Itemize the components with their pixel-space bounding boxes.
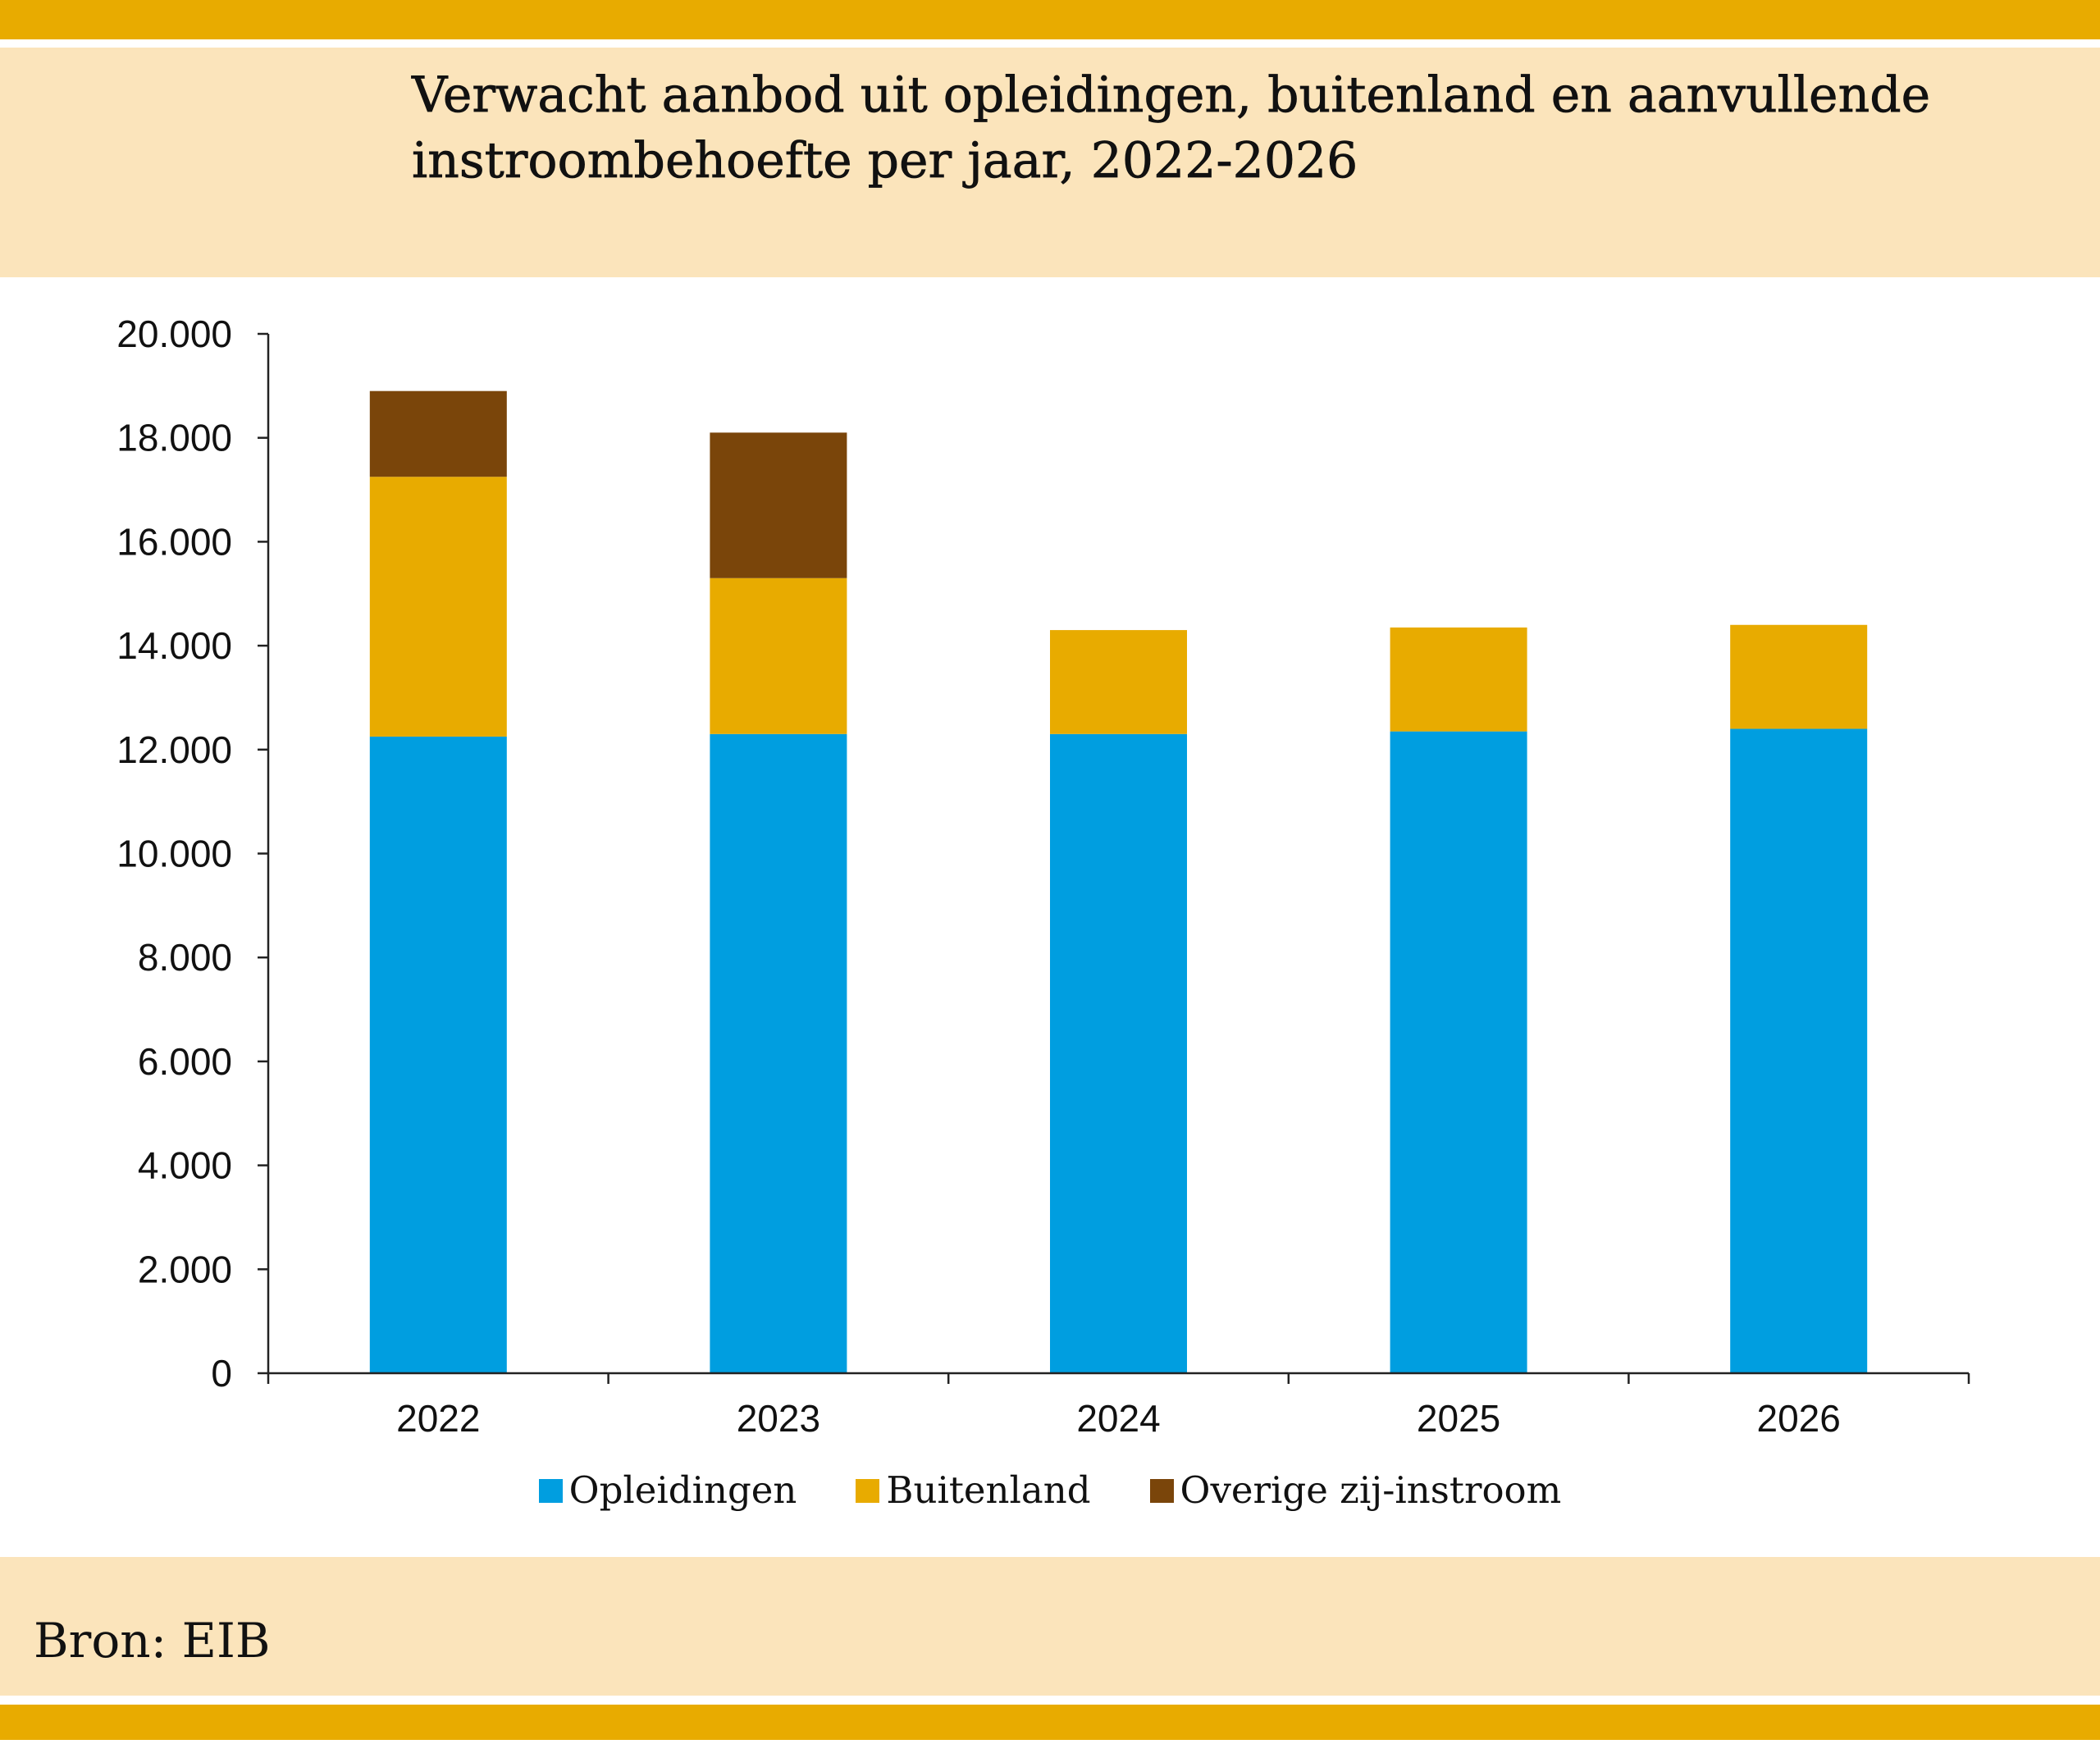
bar-segment-buitenland-2024 xyxy=(1050,630,1187,734)
y-tick-label: 12.000 xyxy=(116,728,232,771)
bar-segment-opleidingen-2024 xyxy=(1050,733,1187,1373)
x-tick-label: 2024 xyxy=(1076,1397,1160,1440)
legend-label: Buitenland xyxy=(886,1468,1091,1512)
y-tick-label: 8.000 xyxy=(138,936,232,979)
x-tick-label: 2025 xyxy=(1417,1397,1500,1440)
chart-title: Verwacht aanbod uit opleidingen, buitenl… xyxy=(412,66,1931,190)
bar-segment-overige-zij-instroom-2022 xyxy=(369,390,507,477)
y-tick-label: 2.000 xyxy=(138,1248,232,1290)
chart-legend: Opleidingen Buitenland Overige zij-instroo… xyxy=(0,1468,2100,1513)
bar-segment-opleidingen-2022 xyxy=(369,736,507,1373)
legend-label: Opleidingen xyxy=(568,1468,797,1512)
bar-segment-buitenland-2023 xyxy=(710,578,847,734)
y-tick-label: 14.000 xyxy=(116,624,232,667)
legend-label: Overige zij-instroom xyxy=(1180,1468,1562,1512)
y-tick-label: 6.000 xyxy=(138,1040,232,1083)
chart-bars xyxy=(369,390,1868,1373)
legend-swatch xyxy=(856,1478,880,1503)
x-tick-label: 2022 xyxy=(396,1397,480,1440)
bar-segment-buitenland-2022 xyxy=(369,477,507,737)
y-tick-label: 16.000 xyxy=(116,520,232,563)
legend-swatch xyxy=(1149,1478,1174,1503)
bar-segment-opleidingen-2025 xyxy=(1390,731,1527,1373)
source-footer: Bron: EIB xyxy=(0,1557,2100,1696)
legend-item: Opleidingen xyxy=(538,1468,797,1513)
legend-item: Buitenland xyxy=(856,1468,1091,1513)
bottom-accent-band xyxy=(0,1705,2100,1740)
y-tick-label: 20.000 xyxy=(116,313,232,355)
y-tick-label: 4.000 xyxy=(138,1144,232,1187)
legend-swatch xyxy=(538,1478,563,1503)
x-tick-label: 2023 xyxy=(737,1397,820,1440)
x-tick-label: 2026 xyxy=(1757,1397,1841,1440)
source-note: Bron: EIB xyxy=(34,1613,271,1669)
chart-header: Verwacht aanbod uit opleidingen, buitenl… xyxy=(0,48,2100,277)
y-tick-label: 10.000 xyxy=(116,833,232,875)
x-axis-labels: 2022 2023 2024 2025 2026 xyxy=(396,1397,1841,1440)
bar-segment-overige-zij-instroom-2023 xyxy=(710,432,847,578)
bar-segment-buitenland-2026 xyxy=(1730,624,1868,729)
bar-segment-opleidingen-2026 xyxy=(1730,728,1868,1373)
top-accent-band xyxy=(0,0,2100,39)
legend-item: Overige zij-instroom xyxy=(1149,1468,1562,1513)
y-axis-ticks: 0 2.000 4.000 6.000 8.000 10.000 12.000 14.000 1… xyxy=(116,313,268,1395)
bar-segment-buitenland-2025 xyxy=(1390,627,1527,732)
bar-segment-opleidingen-2023 xyxy=(710,733,847,1373)
y-tick-label: 18.000 xyxy=(116,417,232,459)
stacked-bar-chart: 0 2.000 4.000 6.000 8.000 10.000 12.000 14.000 1… xyxy=(116,313,1970,1440)
y-tick-label: 0 xyxy=(211,1352,232,1395)
